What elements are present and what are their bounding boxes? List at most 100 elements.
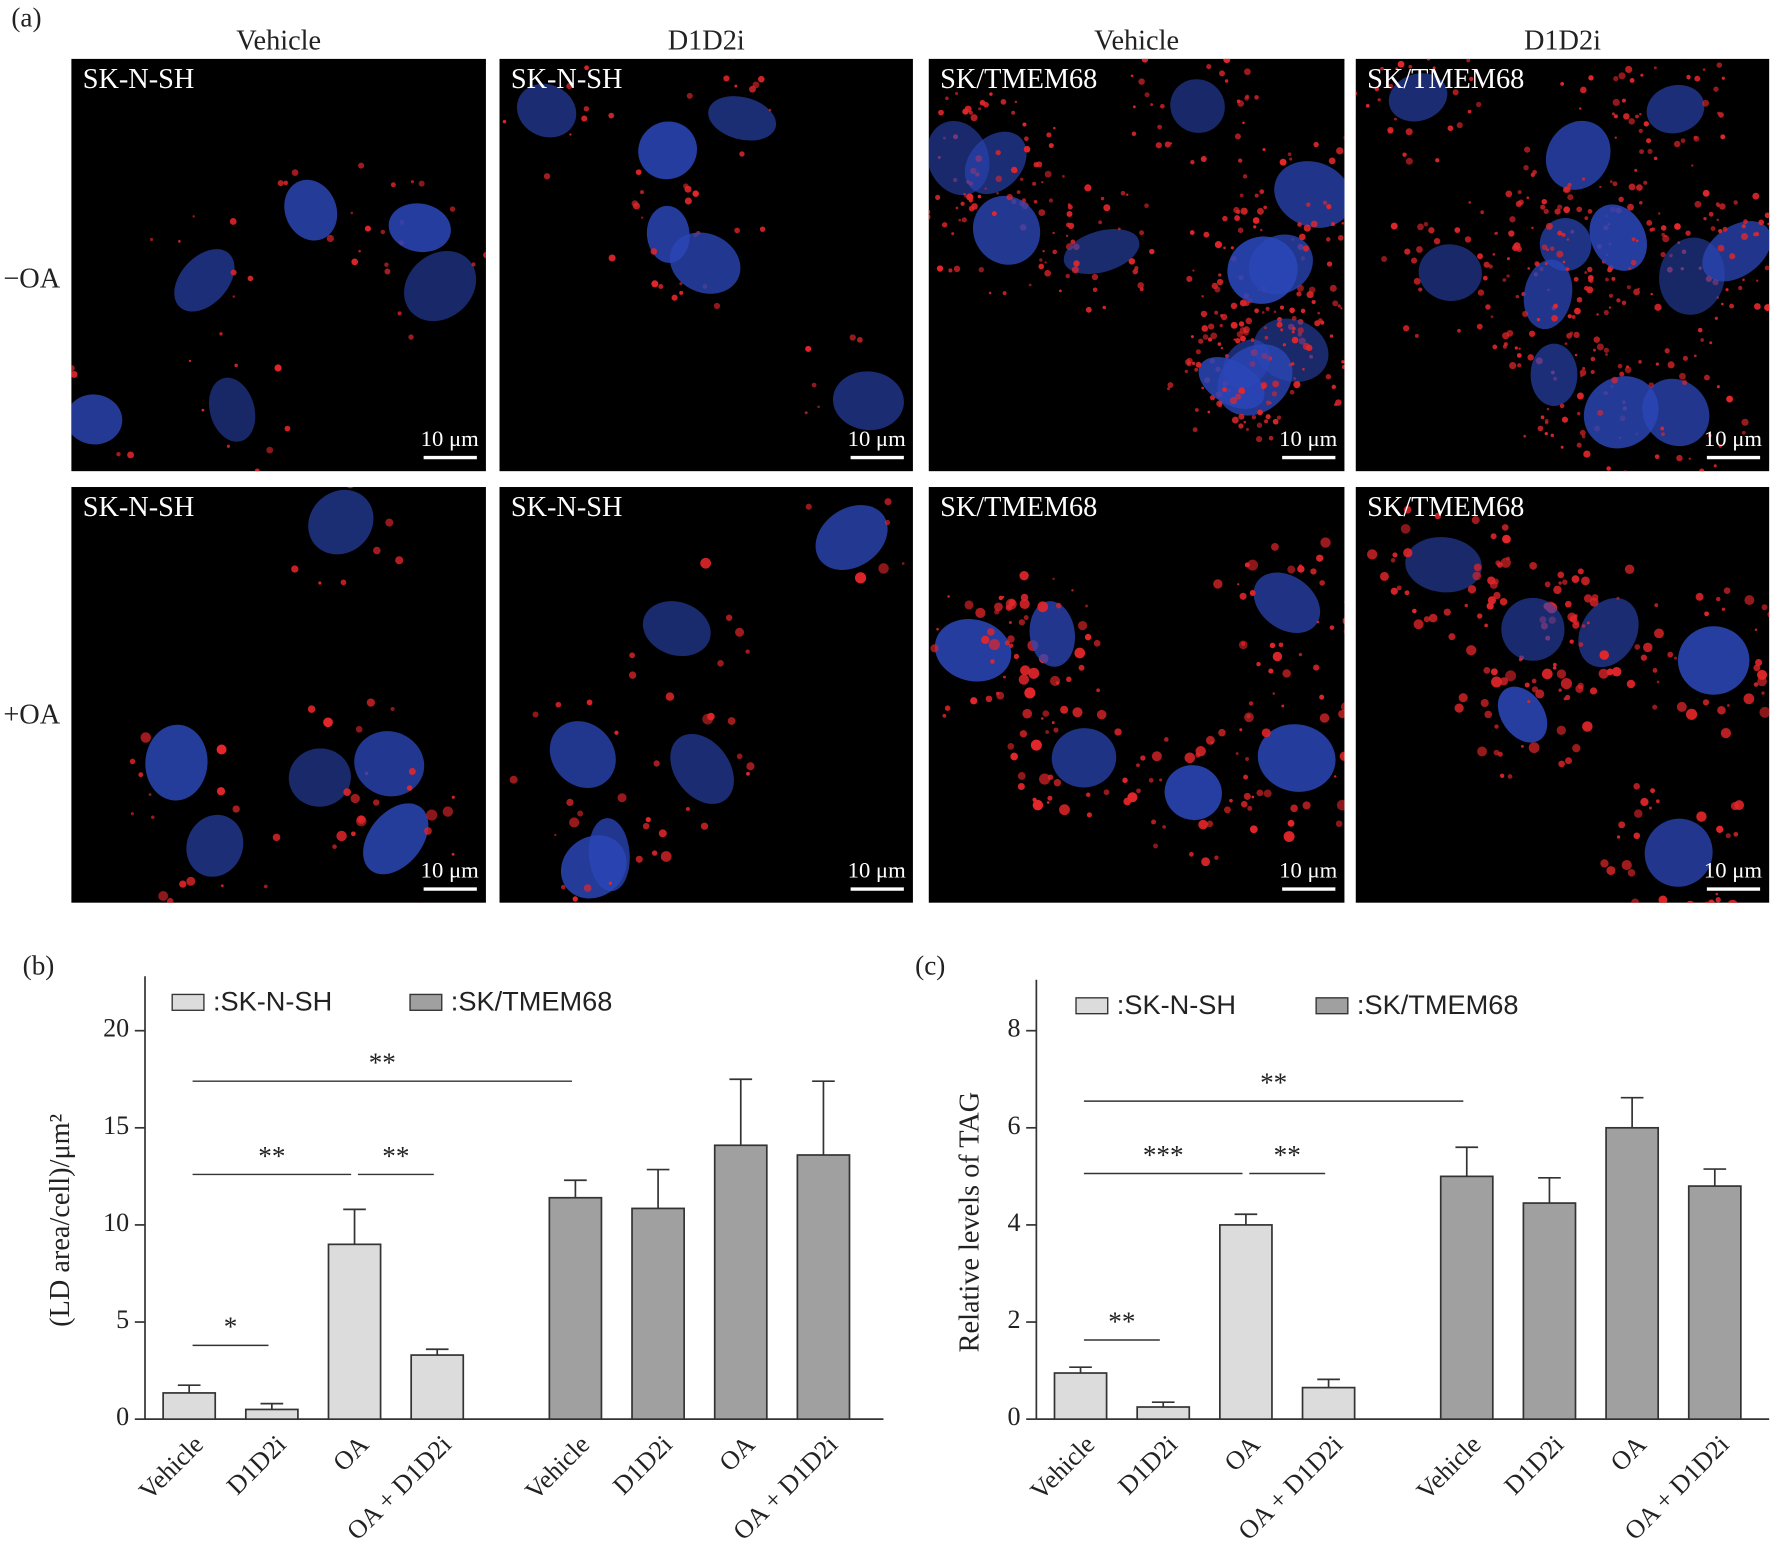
lipid-droplet bbox=[1486, 602, 1494, 610]
nucleus bbox=[1583, 376, 1659, 449]
lipid-droplet bbox=[1676, 454, 1683, 462]
error-bar bbox=[1317, 1378, 1340, 1388]
lipid-droplet bbox=[1236, 331, 1243, 338]
lipid-droplet bbox=[1201, 857, 1211, 867]
lipid-droplet bbox=[1554, 208, 1561, 215]
lipid-droplet bbox=[805, 503, 812, 510]
x-tick-label: D1D2i bbox=[607, 1430, 678, 1501]
lipid-droplet bbox=[1328, 157, 1336, 165]
lipid-droplet bbox=[1468, 201, 1472, 204]
lipid-droplet bbox=[1754, 628, 1758, 632]
lipid-droplet bbox=[1350, 738, 1356, 744]
nucleus bbox=[186, 814, 244, 877]
lipid-droplet bbox=[1432, 66, 1436, 70]
lipid-droplet bbox=[1508, 230, 1515, 237]
lipid-droplet bbox=[1279, 305, 1285, 310]
lipid-droplet bbox=[1053, 778, 1062, 787]
lipid-droplet bbox=[284, 425, 291, 432]
lipid-droplet bbox=[1612, 181, 1618, 187]
lipid-droplet bbox=[884, 498, 892, 506]
lipid-droplet bbox=[1716, 385, 1720, 389]
lipid-droplet bbox=[1755, 658, 1763, 667]
lipid-droplet bbox=[1516, 353, 1522, 358]
lipid-droplet bbox=[1485, 304, 1491, 310]
lipid-droplet bbox=[1195, 746, 1206, 757]
lipid-droplet bbox=[941, 222, 948, 228]
lipid-droplet bbox=[686, 807, 690, 811]
lipid-droplet bbox=[1239, 592, 1247, 600]
lipid-droplet bbox=[1705, 48, 1710, 53]
lipid-droplet bbox=[1730, 801, 1740, 811]
lipid-droplet bbox=[1603, 310, 1609, 316]
lipid-droplet bbox=[1505, 190, 1513, 198]
micrograph-bg bbox=[928, 487, 1345, 903]
lipid-droplet bbox=[216, 744, 227, 755]
lipid-droplet bbox=[1433, 237, 1441, 245]
lipid-droplet bbox=[1654, 303, 1662, 311]
lipid-droplet bbox=[1085, 792, 1091, 798]
lipid-droplet bbox=[1326, 237, 1331, 242]
lipid-droplet bbox=[1717, 244, 1725, 252]
lipid-droplet bbox=[1540, 204, 1546, 210]
lipid-droplet bbox=[1159, 778, 1163, 782]
lipid-droplet bbox=[1633, 783, 1640, 790]
lipid-droplet bbox=[1403, 548, 1413, 558]
lipid-droplet bbox=[395, 556, 404, 565]
lipid-droplet bbox=[1032, 797, 1037, 802]
lipid-droplet bbox=[1139, 230, 1145, 236]
lipid-droplet bbox=[628, 671, 637, 679]
lipid-droplet bbox=[487, 263, 493, 269]
lipid-droplet bbox=[1740, 233, 1748, 241]
lipid-droplet bbox=[1092, 287, 1098, 293]
lipid-droplet bbox=[502, 119, 507, 124]
lipid-droplet bbox=[1682, 380, 1688, 386]
lipid-droplet bbox=[1012, 167, 1018, 174]
lipid-droplet bbox=[1224, 806, 1231, 814]
nucleus bbox=[1497, 686, 1548, 743]
lipid-droplet bbox=[1630, 259, 1637, 266]
micrograph: SK/TMEM68 10 μm bbox=[928, 487, 1356, 903]
bar bbox=[327, 1243, 382, 1421]
lipid-droplet bbox=[1298, 652, 1303, 657]
lipid-droplet bbox=[640, 190, 645, 195]
lipid-droplet bbox=[958, 218, 962, 222]
lipid-droplet bbox=[230, 269, 237, 276]
lipid-droplet bbox=[1501, 524, 1509, 531]
bar bbox=[631, 1207, 685, 1421]
nucleus bbox=[363, 803, 429, 875]
lipid-droplet bbox=[1164, 737, 1169, 742]
lipid-droplet bbox=[1023, 145, 1031, 153]
lipid-droplet bbox=[1466, 645, 1477, 656]
lipid-droplet bbox=[1483, 666, 1491, 674]
lipid-droplet bbox=[1638, 128, 1643, 134]
lipid-droplet bbox=[1686, 74, 1691, 80]
lipid-droplet bbox=[1755, 279, 1759, 282]
lipid-droplet bbox=[1231, 416, 1239, 424]
lipid-droplet bbox=[700, 822, 709, 830]
lipid-droplet bbox=[1252, 217, 1260, 224]
lipid-droplet bbox=[1643, 180, 1648, 185]
lipid-droplet bbox=[1320, 537, 1331, 548]
lipid-droplet bbox=[963, 192, 966, 196]
lipid-droplet bbox=[1192, 269, 1195, 272]
lipid-droplet bbox=[1487, 596, 1497, 605]
lipid-droplet bbox=[1558, 581, 1562, 585]
lipid-droplet bbox=[1005, 598, 1017, 610]
lipid-droplet bbox=[1279, 158, 1287, 166]
error-bar bbox=[812, 1080, 835, 1156]
lipid-droplet bbox=[1008, 620, 1012, 625]
lipid-droplet bbox=[1160, 104, 1165, 109]
lipid-droplet bbox=[1302, 245, 1310, 252]
lipid-droplet bbox=[995, 691, 1000, 696]
lipid-droplet bbox=[683, 183, 689, 189]
lipid-droplet bbox=[1631, 237, 1636, 242]
lipid-droplet bbox=[1709, 341, 1713, 345]
nucleus bbox=[1501, 597, 1565, 661]
lipid-droplet bbox=[1148, 777, 1154, 783]
lipid-droplet bbox=[1355, 117, 1357, 121]
lipid-droplet bbox=[734, 227, 740, 234]
lipid-droplet bbox=[584, 65, 589, 71]
lipid-droplet bbox=[1523, 434, 1527, 438]
lipid-droplet bbox=[1493, 591, 1501, 600]
lipid-droplet bbox=[1249, 590, 1256, 596]
